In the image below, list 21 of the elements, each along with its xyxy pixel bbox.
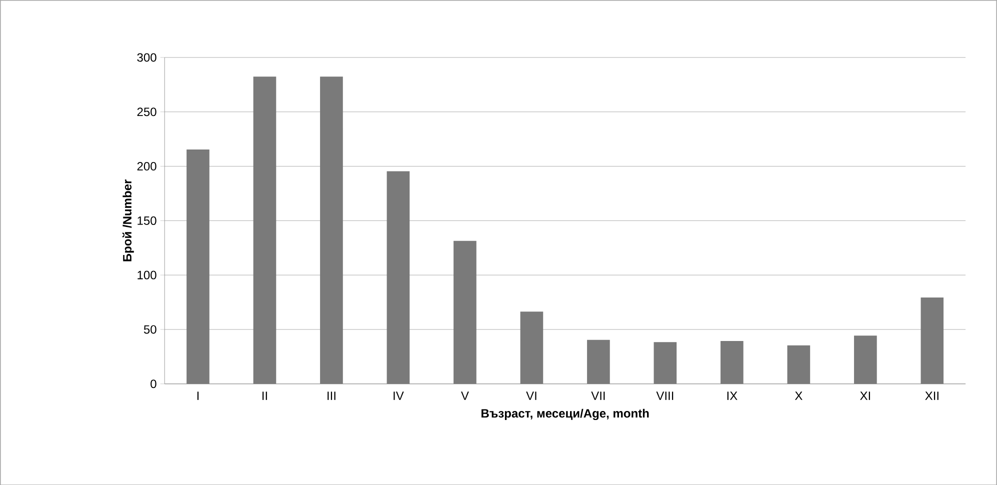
x-tick-label: XI (860, 391, 870, 400)
x-tick-label: XII (925, 391, 938, 400)
x-tick-label: II (262, 391, 267, 400)
x-tick-label: VI (526, 391, 536, 400)
x-tick-label: IX (727, 391, 738, 400)
x-tick-label: VII (591, 391, 605, 400)
y-tick-label: 250 (137, 107, 156, 116)
y-tick-label: 200 (137, 162, 156, 170)
x-tick-label: IV (394, 391, 404, 400)
x-tick-label: X (794, 391, 802, 400)
y-tick-label: 300 (137, 53, 156, 62)
y-tick-label: 0 (150, 379, 156, 388)
x-tick-label: I (197, 391, 199, 400)
y-tick-label: 100 (138, 270, 156, 280)
x-axis-title: Възраст, месеци/Age, month (482, 408, 649, 420)
x-tick-label: VIII (656, 391, 674, 400)
y-tick-label: 50 (144, 325, 156, 334)
x-tick-label: V (461, 391, 469, 400)
x-tick-label: III (328, 391, 336, 400)
y-axis-title: Брой /Number (122, 179, 134, 262)
y-tick-label: 150 (138, 216, 156, 225)
